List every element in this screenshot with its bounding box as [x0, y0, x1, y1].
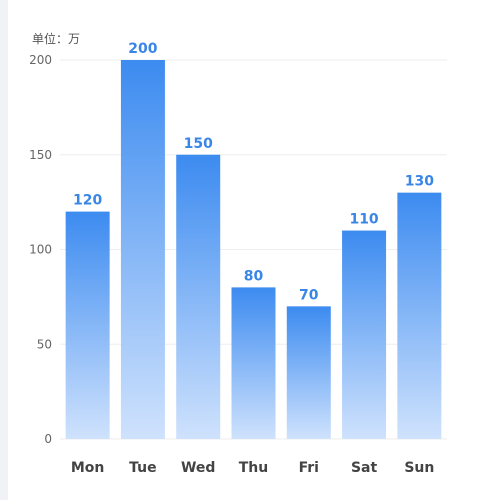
- bar-tue[interactable]: [120, 60, 165, 439]
- y-tick-label: 50: [37, 337, 52, 351]
- category-label: Wed: [181, 460, 215, 476]
- value-label: 200: [128, 41, 157, 57]
- bar-mon[interactable]: [65, 211, 110, 439]
- category-label: Tue: [129, 460, 156, 476]
- category-label: Mon: [71, 460, 105, 476]
- category-label: Sun: [404, 460, 434, 476]
- bar-fri[interactable]: [286, 306, 331, 439]
- value-label: 80: [244, 268, 264, 284]
- y-tick-label: 100: [29, 243, 52, 257]
- value-label: 70: [299, 287, 319, 303]
- unit-label: 单位：万: [32, 32, 81, 46]
- bar-wed[interactable]: [176, 154, 221, 439]
- side-strip: [0, 0, 8, 500]
- category-label: Thu: [239, 460, 268, 476]
- category-label: Sat: [351, 460, 378, 476]
- value-label: 110: [349, 212, 378, 228]
- category-label: Fri: [299, 460, 319, 476]
- x-axis-labels: Mon Tue Wed Thu Fri Sat Sun: [71, 460, 434, 476]
- bar-sun[interactable]: [397, 192, 442, 439]
- value-labels: 120 200 150 80 70 110 130: [73, 41, 434, 303]
- y-tick-label: 0: [44, 432, 52, 446]
- value-label: 120: [73, 193, 102, 209]
- bar-thu[interactable]: [231, 287, 276, 439]
- y-tick-label: 150: [29, 148, 52, 162]
- value-label: 130: [405, 174, 434, 190]
- y-axis-ticks: 0 50 100 150 200: [29, 53, 52, 446]
- bars: [65, 60, 442, 439]
- bar-sat[interactable]: [342, 230, 387, 439]
- value-label: 150: [184, 136, 213, 152]
- y-tick-label: 200: [29, 53, 52, 67]
